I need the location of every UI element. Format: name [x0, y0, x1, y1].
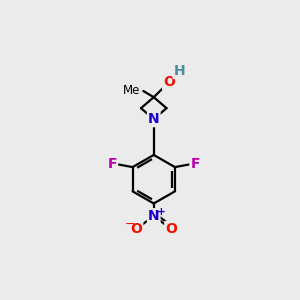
Text: Me: Me: [122, 85, 140, 98]
Text: −: −: [124, 218, 135, 231]
Text: O: O: [130, 222, 142, 236]
Text: N: N: [148, 112, 160, 126]
Text: F: F: [190, 157, 200, 171]
Text: H: H: [173, 64, 185, 78]
Text: F: F: [108, 157, 117, 171]
Text: +: +: [157, 207, 166, 217]
Text: N: N: [148, 209, 160, 223]
Text: O: O: [165, 222, 177, 236]
Text: O: O: [163, 75, 175, 89]
